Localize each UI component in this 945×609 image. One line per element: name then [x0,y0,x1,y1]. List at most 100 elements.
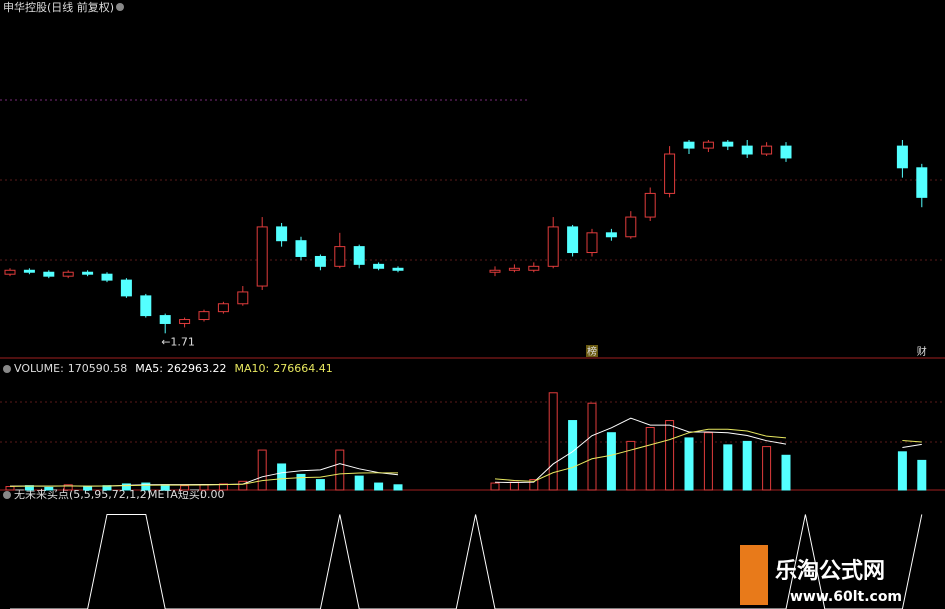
volume-bar [374,482,384,491]
marker-box [586,345,598,357]
indicator-title: 无未来买点(5,5,95,72,1,2) [14,488,151,501]
volume-bar [296,473,306,491]
volume-bar [509,481,519,491]
icon[interactable] [3,365,11,373]
candle-body [62,271,74,277]
legend-label: VOLUME: [14,362,64,375]
candle-body [625,216,637,238]
candle-body [508,267,520,271]
volume-bar [63,484,73,491]
candle-body [644,192,656,218]
candle-body [23,269,35,273]
volume-bar [490,482,500,491]
candle-body [528,265,540,271]
candle-body [256,226,268,287]
candle-body [586,232,598,254]
low-annotation: ←1.71 [161,335,195,348]
candle-body [4,269,16,275]
candle-body [237,291,249,305]
candle-body [179,319,191,324]
indicator-line [10,513,923,609]
volume-bar [645,427,655,491]
volume-bar [529,479,539,491]
volume-bar [277,463,287,491]
volume-bar [548,392,558,491]
candle-body [159,315,171,324]
volume-bar [180,485,190,491]
candle-body [373,263,385,269]
volume-bar [83,486,93,491]
candle-body [780,145,792,159]
candle-body [43,271,55,277]
readout-value: 0.00 [200,488,225,501]
candle-body [567,226,579,254]
volume-bar [684,437,694,491]
volume-bar [897,451,907,491]
volume-bar [335,449,345,491]
volume-bar [568,420,578,491]
candle-body [664,153,676,194]
volume-bar [199,484,209,491]
volume-bar [917,459,927,491]
candles [4,140,928,334]
candle-body [761,145,773,155]
volume-bar [141,482,151,491]
marker: 榜 [587,345,597,358]
volume-bar [121,483,131,491]
legend-value: 170590.58 [68,362,128,375]
legend-value: 276664.41 [273,362,333,375]
candle-body [217,303,229,313]
volume-bar [44,486,54,491]
candle-body [276,226,288,242]
marker: 财 [917,345,927,358]
watermark-url: www.60lt.com [790,589,902,605]
candle-body [916,167,928,198]
volume-bar [781,454,791,491]
volume-bar [626,440,636,491]
volume-bar [587,402,597,491]
candle-body [683,141,695,149]
candle-body [896,145,908,169]
volume-bar [762,446,772,491]
candle-body [295,240,307,257]
candle-body [547,226,559,267]
volume-bar [723,444,733,491]
volume-bar [5,486,15,491]
volume-bar [393,484,403,491]
chart-title: 申华控股(日线 前复权) [3,0,114,14]
volume-bar [742,440,752,491]
logo [740,545,768,605]
icon[interactable] [116,3,124,11]
candle-body [101,273,113,281]
candle-body [140,295,152,317]
volume-bar [606,432,616,491]
candle-body [120,279,132,297]
candle-body [722,141,734,147]
icon[interactable] [3,491,11,499]
ma-line [9,428,922,487]
candle-body [702,141,714,149]
legend-value: 262963.22 [167,362,227,375]
candle-body [334,246,346,267]
legend-label: META短买: [148,487,204,501]
candle-body [82,271,94,275]
indicator-readout: META短买: 0.00 [148,487,225,501]
volume-bar [665,420,675,491]
volume-bar [218,483,228,491]
candle-body [353,246,365,265]
legend-label: MA10: [235,362,270,375]
volume-bar [703,432,713,491]
candle-body [198,311,210,321]
volume-bar [315,479,325,491]
candle-body [314,255,326,267]
candle-body [489,269,501,273]
volume-bar [238,480,248,491]
candle-body [741,145,753,155]
volume-bar [257,449,267,491]
candle-body [605,232,617,238]
volume-bar [354,475,364,491]
candle-body [392,267,404,271]
legend-label: MA5: [135,362,163,375]
